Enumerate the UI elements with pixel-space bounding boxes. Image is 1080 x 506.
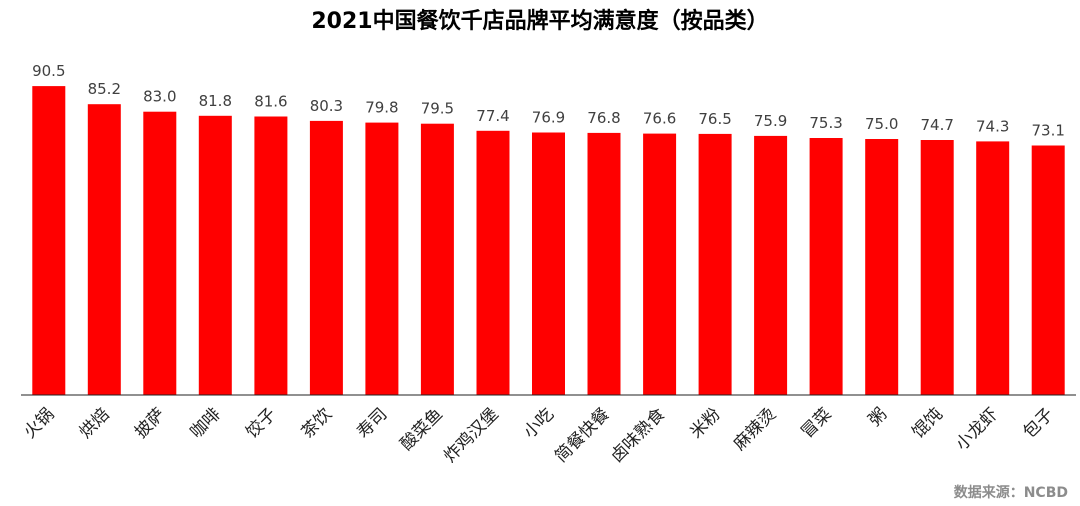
value-label-12: 76.5 xyxy=(698,110,731,128)
category-label-8: 炸鸡汉堡 xyxy=(440,404,502,466)
value-label-13: 75.9 xyxy=(754,112,787,130)
value-label-17: 74.3 xyxy=(976,117,1009,135)
category-label-17: 小龙虾 xyxy=(952,404,1002,454)
bar-15 xyxy=(865,139,899,395)
value-label-2: 83.0 xyxy=(143,88,176,106)
bar-3 xyxy=(198,115,232,396)
value-label-18: 73.1 xyxy=(1031,122,1064,140)
bar-0 xyxy=(32,86,66,395)
bar-12 xyxy=(698,133,732,395)
value-label-1: 85.2 xyxy=(88,80,121,98)
category-label-10: 简餐快餐 xyxy=(551,404,613,466)
value-label-9: 76.9 xyxy=(532,109,565,127)
bar-4 xyxy=(254,116,288,395)
bar-11 xyxy=(643,133,677,395)
bar-5 xyxy=(309,120,343,396)
category-label-6: 寿司 xyxy=(353,404,391,442)
data-source: 数据来源：NCBD xyxy=(954,484,1068,501)
category-label-4: 饺子 xyxy=(242,404,280,442)
bar-17 xyxy=(976,141,1010,395)
bar-1 xyxy=(87,104,121,395)
category-label-16: 馄饨 xyxy=(909,404,947,442)
category-label-15: 粥 xyxy=(865,404,891,430)
category-label-2: 披萨 xyxy=(131,404,169,442)
bar-7 xyxy=(420,123,454,395)
bar-2 xyxy=(143,111,177,395)
x-tick-labels-group: 火锅 烘焙 披萨 咖啡 饺子 茶饮 寿司 酸菜鱼炸鸡汉堡 小吃简餐快餐卤味熟食 米粉 麻辣烫 冒菜 粥馄… xyxy=(20,404,1058,467)
value-label-5: 80.3 xyxy=(310,97,343,115)
value-labels-group: 90.5 85.2 83.0 81.8 81.6 80.3 79.8 79.5 77.4 76.9… xyxy=(32,62,1065,139)
value-label-10: 76.8 xyxy=(587,109,620,127)
value-label-14: 75.3 xyxy=(809,114,842,132)
category-label-14: 冒菜 xyxy=(797,404,835,442)
value-label-6: 79.8 xyxy=(365,99,398,117)
bar-14 xyxy=(809,138,843,395)
value-label-4: 81.6 xyxy=(254,93,287,111)
category-label-12: 米粉 xyxy=(686,404,724,442)
category-label-18: 包子 xyxy=(1020,404,1058,442)
bar-13 xyxy=(754,135,788,395)
bar-9 xyxy=(532,132,565,395)
value-label-15: 75.0 xyxy=(865,115,898,133)
bar-10 xyxy=(587,132,621,395)
value-label-7: 79.5 xyxy=(421,100,454,118)
bar-16 xyxy=(920,140,954,395)
category-label-0: 火锅 xyxy=(20,404,58,442)
category-label-11: 卤味熟食 xyxy=(606,404,669,467)
value-label-11: 76.6 xyxy=(643,110,676,128)
category-label-3: 咖啡 xyxy=(187,404,225,442)
value-label-3: 81.8 xyxy=(199,92,232,110)
category-label-7: 酸菜鱼 xyxy=(397,404,447,454)
bar-8 xyxy=(476,130,510,396)
value-label-16: 74.7 xyxy=(920,116,953,134)
value-label-8: 77.4 xyxy=(476,107,509,125)
category-label-1: 烘焙 xyxy=(76,404,114,442)
category-label-9: 小吃 xyxy=(520,404,558,442)
bar-18 xyxy=(1031,145,1065,395)
bar-6 xyxy=(365,122,399,395)
category-label-13: 麻辣烫 xyxy=(730,404,780,454)
value-label-0: 90.5 xyxy=(32,62,65,80)
category-label-5: 茶饮 xyxy=(298,404,336,442)
chart-title: 2021中国餐饮千店品牌平均满意度（按品类） xyxy=(311,8,768,34)
bars-group xyxy=(32,86,1065,396)
